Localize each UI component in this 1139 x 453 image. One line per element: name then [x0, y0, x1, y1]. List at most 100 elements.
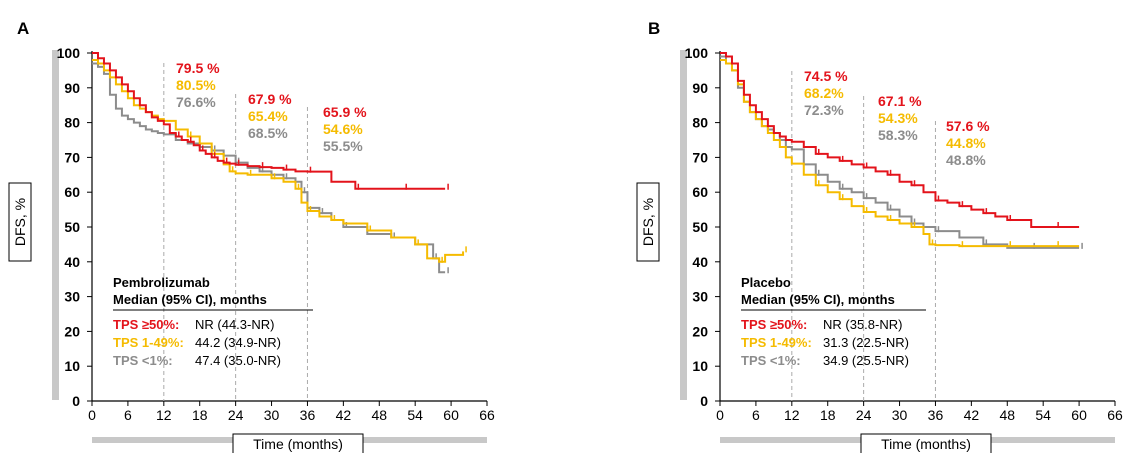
landmark-value: 55.5% [323, 138, 363, 154]
legend-label: TPS ≥50%: [113, 317, 179, 332]
x-label-frame [232, 433, 364, 453]
landmark-value: 68.2% [804, 85, 844, 101]
x-tick-label: 24 [856, 407, 872, 423]
x-tick-label: 42 [336, 407, 352, 423]
y-axis-label: DFS, % [640, 198, 656, 246]
x-axis-label: Time (months) [253, 436, 343, 452]
legend-value: 47.4 (35.0-NR) [195, 353, 281, 368]
x-tick-label: 54 [1035, 407, 1051, 423]
y-tick-label: 50 [692, 219, 708, 235]
y-tick-label: 90 [64, 80, 80, 96]
x-tick-label: 36 [300, 407, 316, 423]
y-label-frame [8, 182, 32, 262]
x-tick-label: 60 [1071, 407, 1087, 423]
landmark-value: 65.9 % [323, 104, 367, 120]
legend-label: TPS <1%: [113, 353, 173, 368]
legend-value: NR (44.3-NR) [195, 317, 274, 332]
x-tick-label: 60 [443, 407, 459, 423]
landmark-value: 76.6% [176, 94, 216, 110]
landmark-value: 48.8% [946, 152, 986, 168]
legend-label: TPS 1-49%: [113, 335, 184, 350]
legend-value: 44.2 (34.9-NR) [195, 335, 281, 350]
y-axis-label-box: DFS, % [636, 182, 660, 262]
y-tick-label: 10 [692, 358, 708, 374]
landmark-value: 58.3% [878, 127, 918, 143]
landmark-value: 68.5% [248, 125, 288, 141]
y-tick-label: 100 [685, 45, 709, 61]
y-tick-label: 100 [57, 45, 81, 61]
y-axis-bar [52, 50, 59, 400]
panel-letter: A [17, 19, 29, 38]
km-curve-tps149 [92, 58, 465, 263]
legend-subtitle: Median (95% CI), months [741, 292, 895, 307]
km-curve-tps149 [720, 58, 1080, 248]
x-tick-label: 36 [928, 407, 944, 423]
x-tick-label: 42 [964, 407, 980, 423]
landmark-value: 79.5 % [176, 60, 220, 76]
x-tick-label: 18 [820, 407, 836, 423]
y-tick-label: 10 [64, 358, 80, 374]
x-tick-label: 66 [1107, 407, 1123, 423]
x-tick-label: 6 [124, 407, 132, 423]
x-tick-label: 18 [192, 407, 208, 423]
y-tick-label: 70 [64, 149, 80, 165]
landmark-value: 54.3% [878, 110, 918, 126]
landmark-value: 74.5 % [804, 68, 848, 84]
legend: Placebo Median (95% CI), months TPS ≥50%: N… [741, 275, 926, 368]
y-tick-label: 20 [64, 323, 80, 339]
landmark-value: 65.4% [248, 108, 288, 124]
legend: Pembrolizumab Median (95% CI), months TPS … [113, 275, 313, 368]
y-tick-label: 0 [700, 393, 708, 409]
x-tick-label: 66 [479, 407, 495, 423]
legend-value: 31.3 (22.5-NR) [823, 335, 909, 350]
legend-label: TPS ≥50%: [741, 317, 807, 332]
landmark-value: 67.9 % [248, 91, 292, 107]
panel-letter: B [648, 19, 660, 38]
x-tick-label: 48 [999, 407, 1015, 423]
x-axis-label: Time (months) [881, 436, 971, 452]
landmark-value: 54.6% [323, 121, 363, 137]
x-label-frame [860, 433, 992, 453]
y-tick-label: 60 [64, 184, 80, 200]
y-label-frame [636, 182, 660, 262]
y-axis-bar [680, 50, 687, 400]
y-tick-label: 40 [692, 254, 708, 270]
x-tick-label: 30 [892, 407, 908, 423]
y-tick-label: 30 [64, 289, 80, 305]
y-tick-label: 90 [692, 80, 708, 96]
y-tick-label: 20 [692, 323, 708, 339]
y-tick-label: 80 [692, 115, 708, 131]
x-tick-label: 12 [156, 407, 172, 423]
x-tick-label: 0 [88, 407, 96, 423]
legend-value: 34.9 (25.5-NR) [823, 353, 909, 368]
landmark-value: 44.8% [946, 135, 986, 151]
y-tick-label: 0 [72, 393, 80, 409]
x-tick-label: 0 [716, 407, 724, 423]
legend-value: NR (35.8-NR) [823, 317, 902, 332]
x-tick-label: 54 [407, 407, 423, 423]
x-tick-label: 6 [752, 407, 760, 423]
x-tick-label: 12 [784, 407, 800, 423]
legend-subtitle: Median (95% CI), months [113, 292, 267, 307]
legend-label: TPS <1%: [741, 353, 801, 368]
landmark-value: 80.5% [176, 77, 216, 93]
y-tick-label: 30 [692, 289, 708, 305]
landmark-value: 67.1 % [878, 93, 922, 109]
landmark-value: 57.6 % [946, 118, 990, 134]
km-curve-tps50 [720, 52, 1080, 228]
y-axis-label: DFS, % [12, 198, 28, 246]
y-axis-label-box: DFS, % [8, 182, 32, 262]
y-tick-label: 70 [692, 149, 708, 165]
x-tick-label: 30 [264, 407, 280, 423]
x-tick-label: 48 [371, 407, 387, 423]
y-tick-label: 60 [692, 184, 708, 200]
landmark-value: 72.3% [804, 102, 844, 118]
km-curve-tps50 [92, 52, 446, 190]
y-tick-label: 50 [64, 219, 80, 235]
legend-title: Pembrolizumab [113, 275, 210, 290]
legend-label: TPS 1-49%: [741, 335, 812, 350]
